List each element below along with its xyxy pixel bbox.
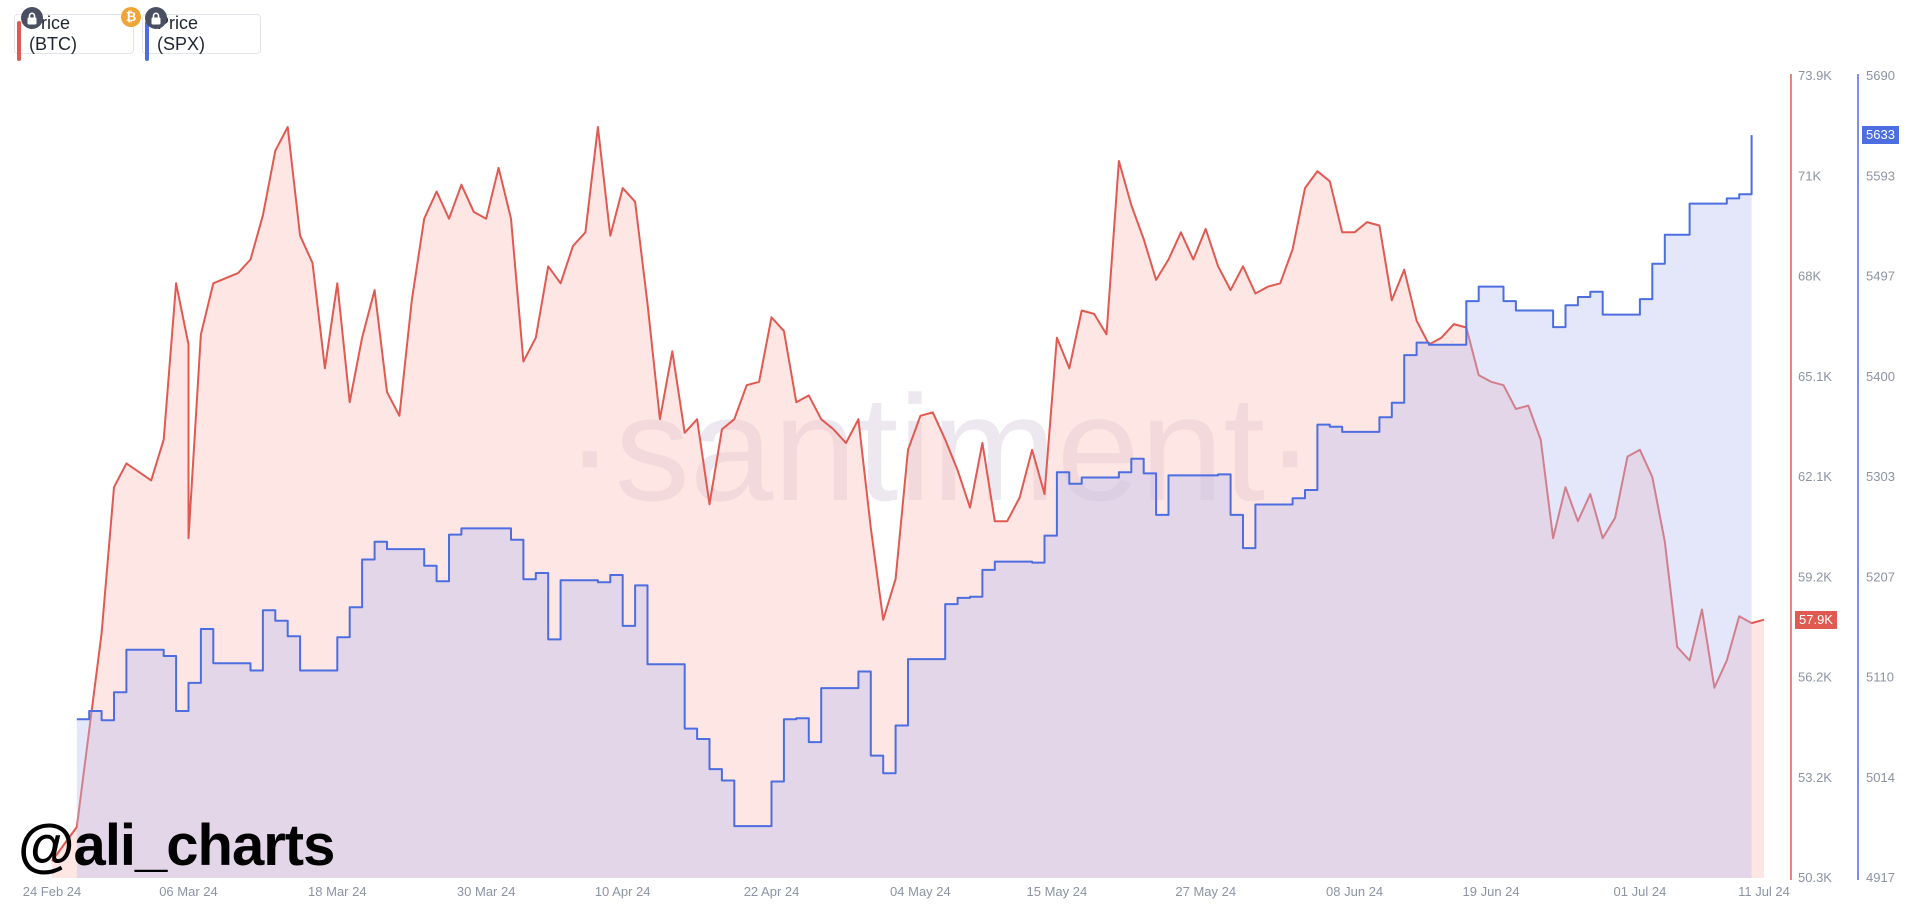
watermark-layer: ·santiment· [565, 364, 1315, 532]
x-axis-tick-label: 15 May 24 [1027, 884, 1088, 899]
btc-color-swatch [17, 21, 21, 61]
spx-axis-tick-label: 5303 [1866, 469, 1895, 484]
lock-icon [145, 7, 167, 29]
legend-label-spx: Price (SPX) [157, 13, 206, 54]
spx-line [76, 135, 1753, 828]
axis-layer: 73.9K 71K 68K 65.1K 62.1K 59.2K 56.2K 53.2K 50.3… [23, 68, 1895, 899]
btc-axis-tick-label: 62.1K [1798, 469, 1832, 484]
spx-axis-tick-label: 5400 [1866, 369, 1895, 384]
series-layer [51, 126, 1765, 879]
spx-axis-tick-label: 5110 [1866, 670, 1894, 685]
x-axis-tick-label: 22 Apr 24 [744, 884, 800, 899]
x-axis-tick-label: 01 Jul 24 [1614, 884, 1667, 899]
btc-current-price-badge: 57.9K [1795, 611, 1837, 629]
btc-axis-tick-label: 65.1K [1798, 369, 1832, 384]
btc-axis-tick-label: 50.3K [1798, 870, 1832, 885]
x-axis-tick-label: 10 Apr 24 [595, 884, 651, 899]
spx-axis-tick-label: 5690 [1866, 68, 1895, 83]
x-axis-tick-label: 27 May 24 [1175, 884, 1236, 899]
x-axis-tick-label: 11 Jul 24 [1738, 884, 1790, 899]
btc-axis-tick-label: 68K [1798, 269, 1821, 284]
bitcoin-icon: ₿ [121, 7, 141, 27]
x-axis-tick-label: 08 Jun 24 [1326, 884, 1383, 899]
lock-icon [21, 7, 43, 29]
btc-axis-tick-label: 71K [1798, 168, 1821, 183]
btc-axis-tick-label: 59.2K [1798, 569, 1832, 584]
x-axis-tick-label: 30 Mar 24 [457, 884, 516, 899]
spx-axis-tick-label: 5497 [1866, 269, 1895, 284]
x-axis-tick-label: 18 Mar 24 [308, 884, 367, 899]
spx-current-price-badge: 5633 [1862, 126, 1899, 144]
watermark-brand: ·santiment· [565, 364, 1315, 532]
btc-area [52, 127, 1764, 878]
legend-item-btc[interactable]: Price (BTC) ₿ [14, 7, 141, 61]
x-axis-tick-label: 04 May 24 [890, 884, 951, 899]
spx-color-swatch [145, 21, 149, 61]
spx-axis-tick-label: 5593 [1866, 168, 1895, 183]
spx-axis-tick-label: 5014 [1866, 770, 1895, 785]
x-axis-tick-label: 19 Jun 24 [1463, 884, 1520, 899]
spx-axis-tick-label: 5207 [1866, 569, 1895, 584]
legend-item-spx[interactable]: Price (SPX) [142, 7, 261, 61]
x-axis-tick-label: 06 Mar 24 [159, 884, 218, 899]
author-handle: @ali_charts [18, 813, 335, 878]
btc-axis-tick-label: 56.2K [1798, 670, 1832, 685]
btc-line [51, 126, 1765, 862]
spx-area [76, 135, 1752, 879]
btc-axis-tick-label: 53.2K [1798, 770, 1832, 785]
x-axis-tick-label: 24 Feb 24 [23, 884, 82, 899]
btc-axis-tick-label: 73.9K [1798, 68, 1832, 83]
spx-axis-tick-label: 4917 [1866, 870, 1895, 885]
